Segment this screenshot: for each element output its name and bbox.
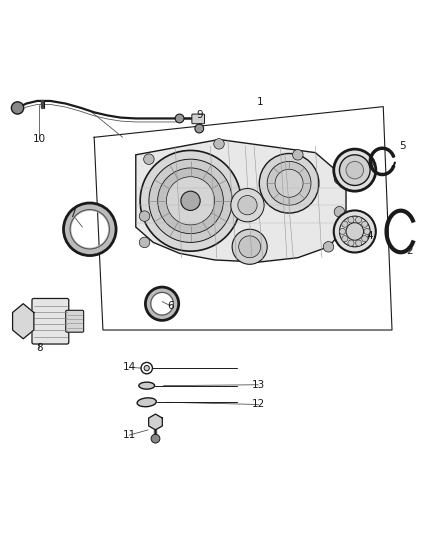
Circle shape [356,240,362,246]
Wedge shape [145,287,179,320]
Circle shape [334,211,376,253]
Text: 10: 10 [33,134,46,144]
Circle shape [348,217,354,223]
Circle shape [362,236,368,242]
Polygon shape [13,304,34,339]
Text: 12: 12 [252,399,265,409]
Text: 14: 14 [123,362,136,372]
FancyBboxPatch shape [192,114,205,124]
Circle shape [11,102,24,114]
FancyBboxPatch shape [32,298,69,344]
Circle shape [334,206,345,217]
Circle shape [339,229,346,235]
Circle shape [166,177,215,225]
Wedge shape [334,149,376,191]
Circle shape [214,139,224,149]
Circle shape [364,229,370,235]
Text: 13: 13 [252,379,265,390]
Circle shape [139,237,150,248]
Circle shape [346,223,364,240]
Circle shape [348,240,354,246]
Text: 9: 9 [196,110,203,120]
Polygon shape [148,414,162,430]
Text: 6: 6 [167,301,174,311]
Circle shape [323,241,334,252]
Circle shape [149,159,232,243]
Text: 4: 4 [367,231,374,241]
Circle shape [181,191,200,211]
Ellipse shape [137,398,156,407]
Circle shape [362,221,368,227]
Circle shape [339,155,370,185]
FancyBboxPatch shape [66,310,84,332]
Circle shape [334,174,345,184]
Wedge shape [64,203,116,255]
Ellipse shape [139,382,155,389]
Circle shape [232,229,267,264]
Circle shape [239,236,261,258]
Circle shape [139,211,150,221]
Text: 2: 2 [406,246,413,256]
Text: 5: 5 [399,141,406,151]
Circle shape [334,149,376,191]
Circle shape [151,434,160,443]
Circle shape [238,196,257,215]
Text: 1: 1 [257,97,264,107]
Circle shape [275,169,303,197]
Circle shape [195,124,204,133]
Text: 8: 8 [36,343,43,352]
Circle shape [231,189,264,222]
Circle shape [346,161,364,179]
Circle shape [259,154,319,213]
Circle shape [356,217,362,223]
Text: 7: 7 [69,209,76,219]
Circle shape [144,154,154,165]
Circle shape [158,168,223,233]
Polygon shape [136,140,346,262]
Circle shape [140,150,241,251]
Circle shape [267,161,311,205]
Circle shape [342,221,348,227]
Circle shape [144,366,149,371]
Text: 3: 3 [367,159,374,168]
Circle shape [342,236,348,242]
Circle shape [293,150,303,160]
Circle shape [175,114,184,123]
Text: 11: 11 [123,430,136,440]
